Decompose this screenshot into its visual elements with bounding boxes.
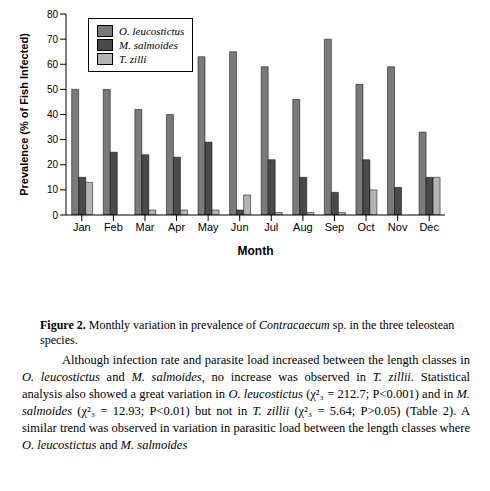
svg-text:Month: Month [238,244,274,258]
html-text:O. leucostictus and M. salmoid: O. leucostictus and M. salmoides [22,438,188,452]
svg-text:Apr: Apr [168,221,185,233]
svg-text:Dec: Dec [419,221,439,233]
svg-text:Mar: Mar [135,221,154,233]
svg-text:0: 0 [52,210,58,221]
svg-text:Aug: Aug [293,221,313,233]
html-text:O. leucostictus and M. salmoid: O. leucostictus and M. salmoides, no inc… [22,370,470,435]
svg-text:70: 70 [47,34,59,45]
svg-text:Prevalence (% of Fish Infected: Prevalence (% of Fish Infected) [18,33,30,196]
svg-text:60: 60 [47,59,59,70]
html-text:O. leucostictus: O. leucostictus [119,25,185,37]
svg-text:80: 80 [47,9,59,20]
svg-text:Nov: Nov [388,221,408,233]
svg-text:Jun: Jun [231,221,249,233]
svg-text:Jul: Jul [264,221,278,233]
svg-text:Sep: Sep [325,221,345,233]
html-text:T. zilli: T. zilli [119,53,147,65]
svg-text:10: 10 [47,184,59,195]
html-text:Figure 2. Monthly variation in: Figure 2. Monthly variation in prevalenc… [40,318,455,347]
html-text:M. salmoides: M. salmoides [119,39,178,51]
svg-text:50: 50 [47,84,59,95]
svg-text:Feb: Feb [104,221,123,233]
svg-text:20: 20 [47,159,59,170]
svg-text:40: 40 [47,109,59,120]
svg-text:Oct: Oct [357,221,374,233]
svg-text:May: May [198,221,219,233]
svg-text:30: 30 [47,134,59,145]
html-text:Although infection rate and pa: Although infection rate and parasite loa… [62,353,470,367]
svg-text:Jan: Jan [73,221,91,233]
